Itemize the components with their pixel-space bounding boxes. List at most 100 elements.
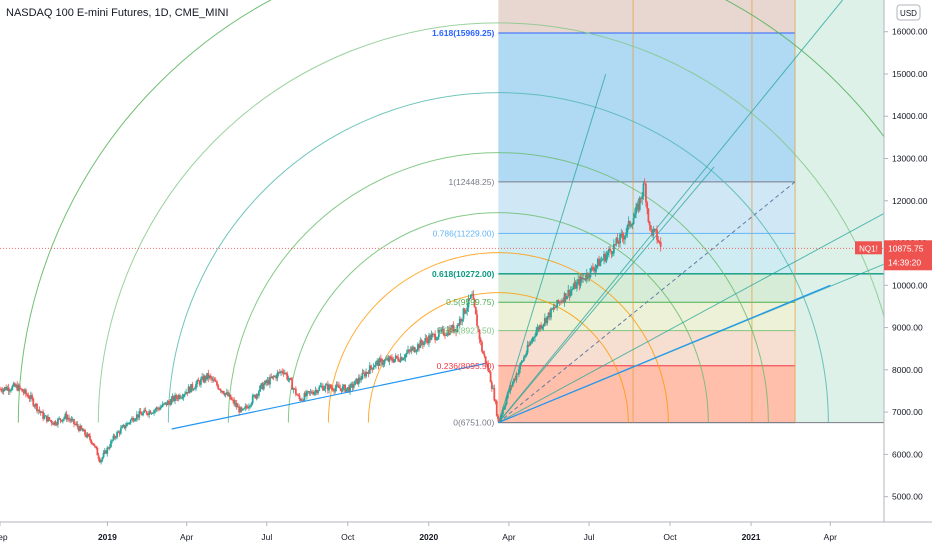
candle-body — [590, 267, 593, 269]
candle-body — [60, 420, 63, 422]
fib-level-label: 0(6751.00) — [453, 418, 494, 428]
x-tick-label: Jul — [261, 532, 272, 542]
candle-body — [625, 232, 628, 236]
candle-body — [237, 406, 239, 408]
candle-body — [101, 457, 104, 461]
candle-body — [573, 282, 576, 288]
candle-body — [341, 386, 344, 392]
candle-body — [43, 415, 46, 419]
candle-body — [546, 316, 549, 323]
candle-body — [612, 244, 615, 254]
candle-body — [207, 373, 210, 379]
candle-body — [160, 406, 163, 408]
candle-body — [604, 253, 607, 262]
candle-body — [616, 238, 619, 244]
candle-body — [656, 229, 658, 240]
candle-body — [404, 354, 407, 358]
candle-body — [370, 365, 372, 368]
candle-body — [400, 357, 403, 361]
candle-body — [167, 401, 170, 403]
symbol-badge[interactable] — [855, 241, 882, 255]
candle-body — [213, 379, 216, 382]
candle-body — [7, 387, 10, 392]
x-tick-label: Apr — [180, 532, 193, 542]
candle-body — [589, 268, 592, 278]
fib-level-label: 1.618(15969.25) — [432, 28, 495, 38]
candle-body — [371, 367, 374, 370]
candle-body — [91, 443, 94, 445]
candle-body — [510, 385, 513, 387]
candle-body — [383, 360, 386, 364]
candle-body — [142, 412, 144, 416]
candle-body — [598, 258, 600, 267]
trendline[interactable] — [498, 284, 831, 424]
candle-body — [218, 388, 221, 390]
candle-body — [251, 395, 254, 404]
candle-body — [421, 343, 424, 346]
candle-body — [367, 372, 370, 374]
candle-body — [478, 329, 481, 340]
candle-body — [628, 221, 631, 227]
candle-body — [387, 358, 390, 362]
candle-body — [457, 324, 460, 326]
candle-body — [329, 384, 332, 388]
price-badge[interactable] — [884, 240, 932, 271]
fib-level-label: 0.236(8095.50) — [437, 361, 495, 371]
candle-body — [403, 357, 406, 359]
fib-diagonal — [498, 181, 796, 424]
candle-body — [614, 244, 617, 246]
candle-body — [114, 437, 117, 439]
currency-button[interactable]: USD — [896, 4, 921, 21]
candle-body — [171, 396, 174, 399]
candle-body — [412, 346, 414, 349]
candle-body — [52, 423, 54, 425]
fib-level-label: 0.786(11229.00) — [433, 228, 495, 238]
candle-body — [399, 357, 402, 362]
candle-body — [234, 403, 237, 405]
candle-body — [149, 411, 152, 414]
candle-body — [41, 411, 43, 414]
candle-body — [107, 447, 110, 449]
candle-body — [356, 378, 359, 385]
candle-body — [603, 253, 605, 260]
candle-body — [180, 397, 183, 399]
candle-body — [466, 307, 469, 312]
candle-body — [526, 344, 529, 353]
candle-body — [484, 356, 487, 364]
candle-body — [511, 382, 514, 387]
candle-body — [26, 394, 29, 396]
candle-body — [127, 422, 130, 424]
candle-body — [500, 414, 503, 418]
candle-body — [80, 425, 83, 430]
candle-body — [309, 391, 312, 393]
candle-body — [8, 390, 11, 392]
candle-body — [36, 403, 38, 412]
candle-body — [658, 241, 661, 243]
candle-body — [654, 229, 657, 231]
candle-body — [271, 376, 274, 378]
candle-body — [106, 447, 109, 454]
candle-body — [181, 397, 184, 399]
candle-body — [626, 225, 629, 233]
candle-body — [154, 409, 157, 411]
candle-body — [245, 406, 248, 408]
candle-body — [143, 409, 146, 413]
candle-body — [451, 325, 454, 332]
candle-body — [439, 329, 441, 332]
candle-body — [139, 411, 142, 414]
candle-body — [580, 276, 583, 280]
candle-body — [48, 416, 51, 421]
candle-body — [499, 417, 502, 422]
candle-body — [556, 299, 559, 307]
candle-body — [609, 248, 612, 251]
candle-body — [343, 384, 345, 387]
candle-body — [610, 250, 613, 254]
candle-body — [408, 349, 411, 351]
fib-extension-band — [795, 0, 884, 423]
candle-body — [241, 409, 244, 411]
candle-body — [636, 203, 639, 207]
trendline[interactable] — [171, 362, 486, 430]
candle-body — [283, 372, 286, 374]
